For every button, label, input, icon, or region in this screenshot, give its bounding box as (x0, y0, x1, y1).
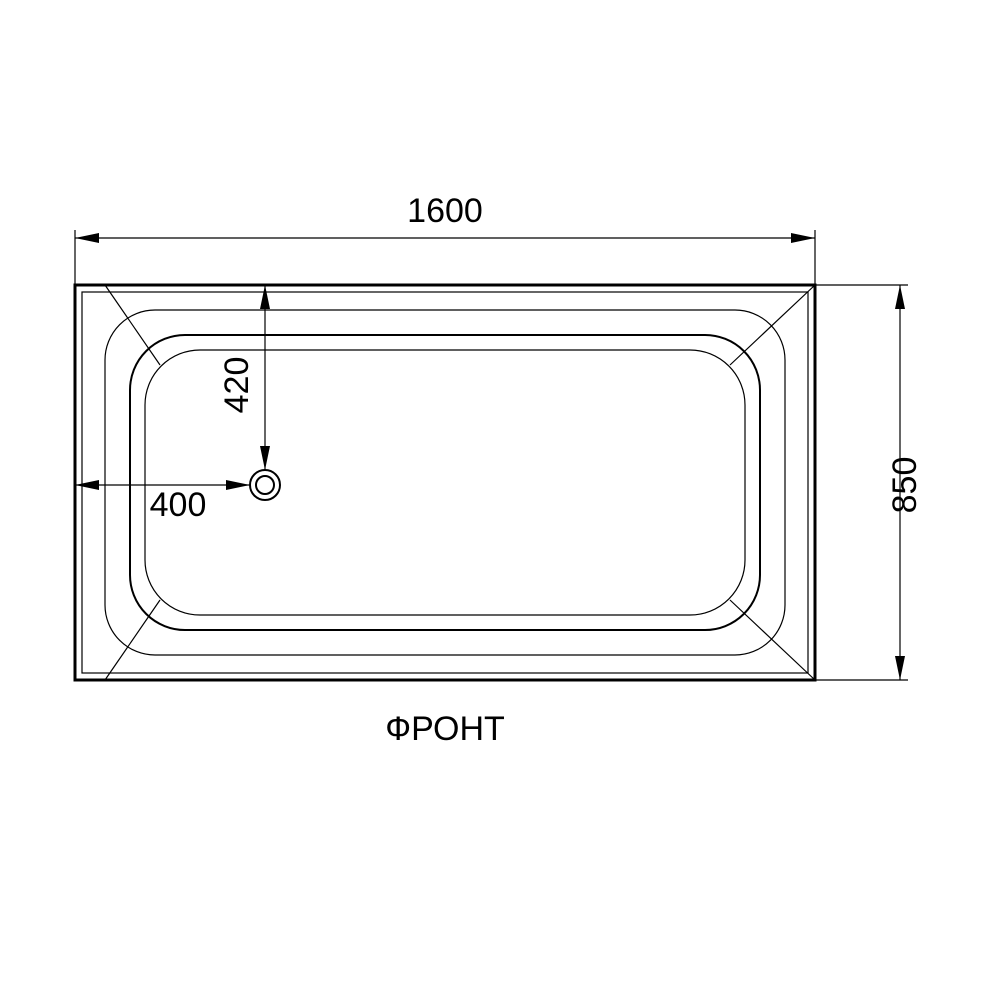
arrowhead-icon (260, 446, 270, 470)
dim-height-label: 850 (886, 457, 924, 514)
dim-width-label: 1600 (407, 192, 483, 230)
corner-diagonal-0 (105, 600, 160, 680)
arrowhead-icon (895, 656, 905, 680)
corner-diagonal-1 (105, 285, 160, 365)
corner-diagonal-2 (730, 285, 815, 365)
technical-drawing: 1600 850 400 420 ФРОНТ (0, 0, 1000, 1000)
drain-inner (256, 476, 274, 494)
arrowhead-icon (791, 233, 815, 243)
outer-frame-inner (82, 292, 808, 673)
arrowhead-icon (226, 480, 250, 490)
corner-diagonal-3 (730, 600, 815, 680)
drain-outer (250, 470, 280, 500)
front-label: ФРОНТ (385, 710, 505, 748)
arrowhead-icon (75, 233, 99, 243)
arrowhead-icon (895, 285, 905, 309)
dim-drain-y-label: 420 (218, 357, 256, 414)
arrowhead-icon (75, 480, 99, 490)
basin-contour-0 (105, 310, 785, 655)
arrowhead-icon (260, 285, 270, 309)
outer-frame (75, 285, 815, 680)
dim-drain-x-label: 400 (150, 486, 207, 524)
